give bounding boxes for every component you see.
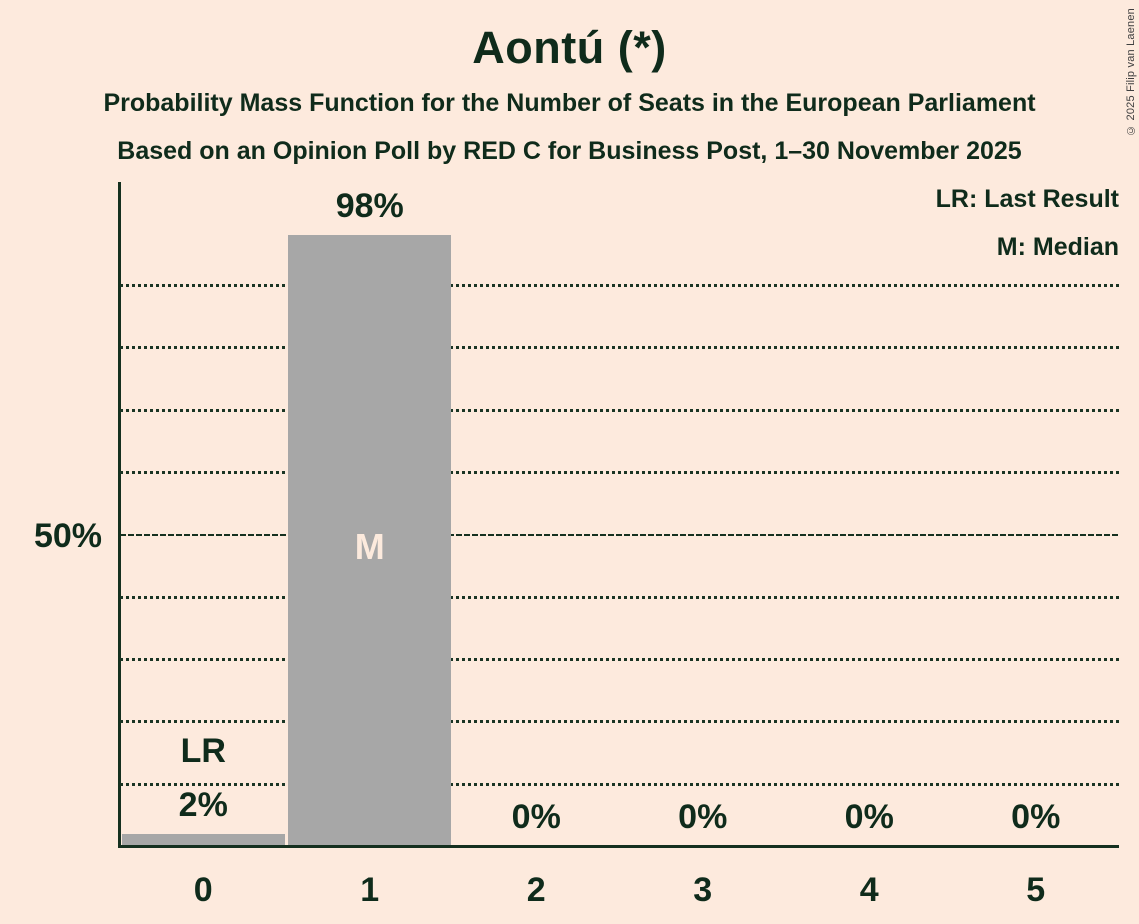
value-label-seat-4: 0% xyxy=(844,798,894,836)
chart-subtitle-line2: Based on an Opinion Poll by RED C for Bu… xyxy=(117,137,1022,165)
copyright-notice: © 2025 Filip van Laenen xyxy=(1125,8,1137,136)
gridline-dotted-60pct xyxy=(120,470,1119,474)
gridline-dotted-40pct xyxy=(120,595,1119,599)
median-marker-label: M xyxy=(354,526,385,568)
gridline-solid-50pct xyxy=(120,533,1119,537)
value-label-seat-3: 0% xyxy=(678,798,728,836)
x-tick-label-1: 1 xyxy=(360,871,380,909)
last-result-marker-label: LR xyxy=(180,731,226,770)
plot-area: 2% LR 98% M 0% 0% 0% 0% xyxy=(118,182,1120,848)
legend-last-result: LR: Last Result xyxy=(935,185,1119,213)
x-tick-label-5: 5 xyxy=(1026,871,1046,909)
legend-median: M: Median xyxy=(996,233,1119,261)
chart-subtitle-line1: Probability Mass Function for the Number… xyxy=(103,89,1036,117)
chart-title: Aontú (*) xyxy=(472,22,667,73)
bar-column-seat-4: 0% xyxy=(786,182,953,848)
x-axis-tick-row: 0 1 2 3 4 5 xyxy=(120,868,1119,912)
probability-bar-seat-0 xyxy=(121,833,285,846)
bar-column-seat-2: 0% xyxy=(453,182,620,848)
gridline-dotted-30pct xyxy=(120,657,1119,661)
gridline-dotted-90pct xyxy=(120,283,1119,287)
y-axis-label-50: 50% xyxy=(33,517,102,555)
x-axis-line xyxy=(118,845,1119,848)
bar-column-seat-3: 0% xyxy=(620,182,787,848)
x-tick-label-4: 4 xyxy=(859,871,879,909)
bar-column-seat-1: 98% M xyxy=(287,182,454,848)
x-tick-label-3: 3 xyxy=(693,871,713,909)
value-label-seat-1: 98% xyxy=(335,187,404,226)
value-label-seat-2: 0% xyxy=(511,798,561,836)
gridline-dotted-70pct xyxy=(120,408,1119,412)
x-tick-label-0: 0 xyxy=(193,871,213,909)
probability-bar-seat-1 xyxy=(288,235,452,846)
gridline-dotted-20pct xyxy=(120,720,1119,724)
y-axis-line xyxy=(118,182,121,848)
bar-column-seat-5: 0% xyxy=(953,182,1120,848)
gridline-dotted-80pct xyxy=(120,346,1119,350)
bar-column-seat-0: 2% LR xyxy=(120,182,287,848)
value-label-seat-5: 0% xyxy=(1011,798,1061,836)
gridline-dotted-10pct xyxy=(120,782,1119,786)
x-tick-label-2: 2 xyxy=(526,871,546,909)
value-label-seat-0: 2% xyxy=(178,785,228,824)
